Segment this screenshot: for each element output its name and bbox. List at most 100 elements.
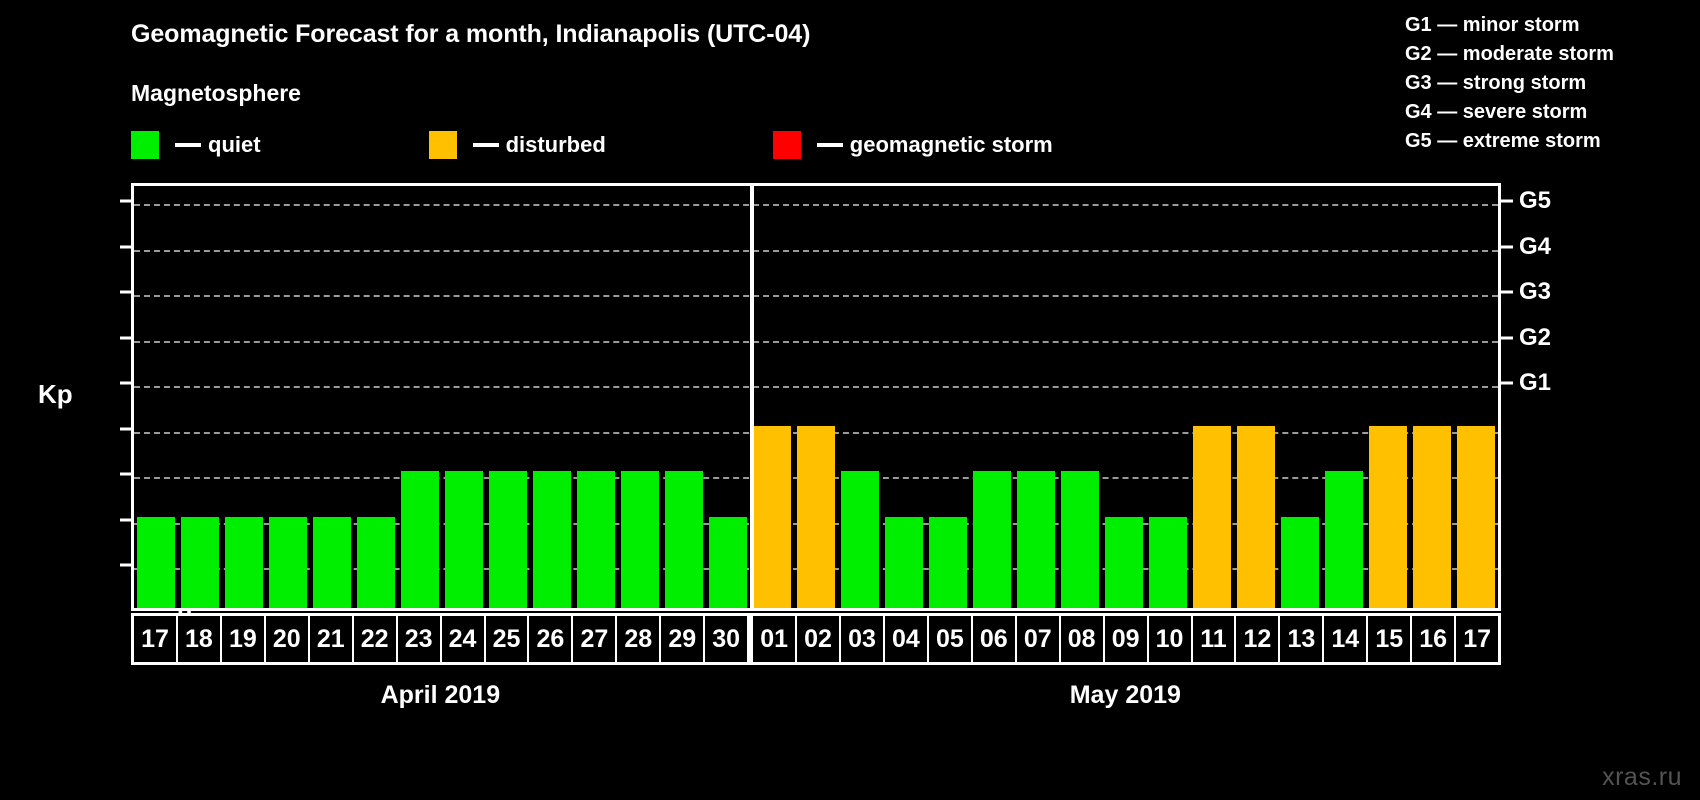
bar[interactable] <box>797 425 835 608</box>
bar[interactable] <box>181 516 219 608</box>
bar[interactable] <box>225 516 263 608</box>
date-axis-cell: 05 <box>929 616 973 662</box>
bar[interactable] <box>841 471 879 608</box>
bar-cell[interactable] <box>618 186 662 608</box>
bar[interactable] <box>577 471 615 608</box>
bar-cell[interactable] <box>398 186 442 608</box>
bar[interactable] <box>1413 425 1451 608</box>
date-axis-cell: 10 <box>1149 616 1193 662</box>
y-axis-tick-mark <box>120 245 131 249</box>
date-axis-cell: 17 <box>1463 624 1491 653</box>
bar-cell[interactable] <box>1454 186 1498 608</box>
bar[interactable] <box>1237 425 1275 608</box>
bar-cell[interactable] <box>882 186 926 608</box>
gridline <box>134 386 1498 389</box>
bar-cell[interactable] <box>662 186 706 608</box>
y-axis-tick-mark <box>120 563 131 567</box>
legend-item: disturbed <box>428 130 606 160</box>
bar-cell[interactable] <box>1410 186 1454 608</box>
bar[interactable] <box>1457 425 1495 608</box>
legend-dash-icon <box>816 143 843 147</box>
bar[interactable] <box>1325 471 1363 608</box>
bar-cell[interactable] <box>1234 186 1278 608</box>
bar[interactable] <box>445 471 483 608</box>
storm-scale-row: G4 — severe storm <box>1405 101 1588 123</box>
date-axis-cell: 19 <box>222 616 266 662</box>
bar-cell[interactable] <box>1146 186 1190 608</box>
bar-cell[interactable] <box>178 186 222 608</box>
bar[interactable] <box>137 516 175 608</box>
bar[interactable] <box>1105 516 1143 608</box>
date-axis-cell: 26 <box>529 616 574 662</box>
legend-item-label: disturbed <box>505 132 606 157</box>
legend-item-label: geomagnetic storm <box>849 132 1053 157</box>
date-axis-cell: 09 <box>1105 616 1149 662</box>
bar-cell[interactable] <box>222 186 266 608</box>
bar-cell[interactable] <box>1058 186 1102 608</box>
bar-cell[interactable] <box>1366 186 1410 608</box>
bar-cell[interactable] <box>354 186 398 608</box>
bar[interactable] <box>1149 516 1187 608</box>
bar[interactable] <box>753 425 791 608</box>
bar[interactable] <box>1281 516 1319 608</box>
magnetosphere-legend: quiet disturbed geomagnetic storm <box>131 130 1053 160</box>
g-scale-tick-label: G5 <box>1519 187 1552 215</box>
bar-cell[interactable] <box>750 186 794 608</box>
bar-cell[interactable] <box>838 186 882 608</box>
date-axis-cell: 21 <box>310 616 354 662</box>
bar-cell[interactable] <box>310 186 354 608</box>
bar-cell[interactable] <box>134 186 178 608</box>
date-axis-cell: 14 <box>1324 616 1369 662</box>
green-square-icon <box>131 131 159 159</box>
bar-cell[interactable] <box>706 186 750 608</box>
legend-item-label: quiet <box>208 132 261 157</box>
bar-cell[interactable] <box>926 186 970 608</box>
month-label: May 2019 <box>1069 681 1181 709</box>
bar[interactable] <box>929 516 967 608</box>
bar[interactable] <box>885 516 923 608</box>
bar[interactable] <box>621 471 659 608</box>
bar-cell[interactable] <box>1014 186 1058 608</box>
bar-cell[interactable] <box>1102 186 1146 608</box>
bar-cell[interactable] <box>1190 186 1234 608</box>
bar[interactable] <box>1061 471 1099 608</box>
page-title: Geomagnetic Forecast for a month, Indian… <box>131 20 811 48</box>
bar-cell[interactable] <box>486 186 530 608</box>
y-axis-label: Kp <box>38 379 73 409</box>
legend-dash-icon <box>175 143 201 147</box>
bar[interactable] <box>1193 425 1231 608</box>
red-square-icon <box>772 131 801 159</box>
bar-cell[interactable] <box>1278 186 1322 608</box>
bar-cell[interactable] <box>1322 186 1366 608</box>
bar-cell[interactable] <box>442 186 486 608</box>
gridline <box>134 249 1498 252</box>
legend-item: quiet <box>131 130 261 160</box>
bar[interactable] <box>489 471 527 608</box>
bar[interactable] <box>533 471 571 608</box>
bar[interactable] <box>709 516 747 608</box>
gridline <box>134 295 1498 298</box>
bar-cell[interactable] <box>574 186 618 608</box>
bar[interactable] <box>1017 471 1055 608</box>
bar-cell[interactable] <box>970 186 1014 608</box>
bar-cell[interactable] <box>794 186 838 608</box>
g-scale-tick-label: G4 <box>1519 232 1552 260</box>
date-axis-cell: 12 <box>1236 616 1281 662</box>
y-axis-tick-mark <box>120 290 131 294</box>
bar[interactable] <box>973 471 1011 608</box>
bar-cell[interactable] <box>530 186 574 608</box>
storm-scale-row: G3 — strong storm <box>1405 72 1587 94</box>
orange-square-icon <box>428 131 457 159</box>
g-scale-tick-mark <box>1501 245 1513 249</box>
bar[interactable] <box>401 471 439 608</box>
date-axis-cell: 18 <box>178 616 222 662</box>
bar[interactable] <box>313 516 351 608</box>
bar-series <box>134 186 1498 608</box>
bar[interactable] <box>269 516 307 608</box>
bar[interactable] <box>665 471 703 608</box>
gridline <box>134 340 1498 343</box>
bar-cell[interactable] <box>266 186 310 608</box>
bar[interactable] <box>357 516 395 608</box>
date-axis-cell: 03 <box>841 616 885 662</box>
bar[interactable] <box>1369 425 1407 608</box>
